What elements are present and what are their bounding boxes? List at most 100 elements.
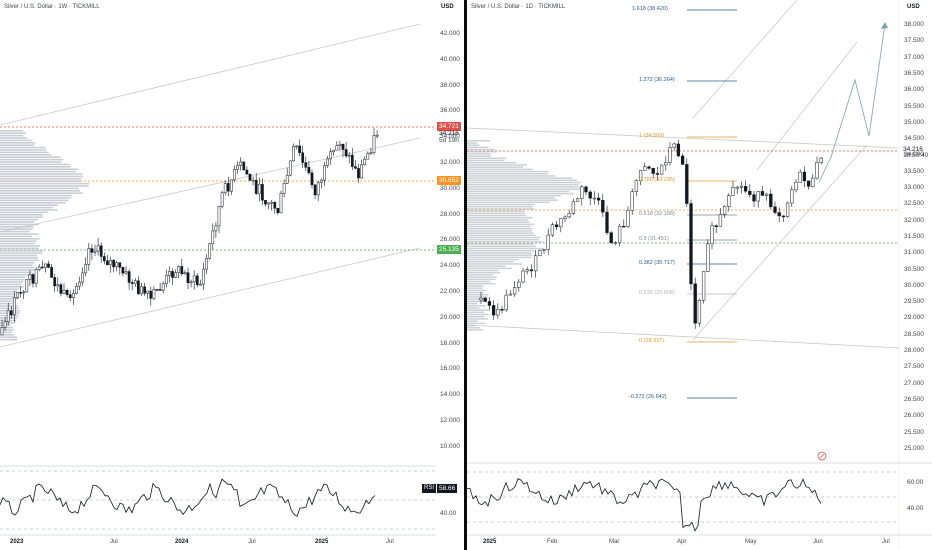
rsi-tick-60: 60.00 <box>907 479 924 486</box>
fib-level-label: 0 (28.337) <box>639 338 665 344</box>
alert-icon[interactable] <box>817 451 827 461</box>
date-tick: Feb <box>547 539 558 545</box>
volume-profile <box>467 140 581 331</box>
price-tick: 42.000 <box>440 30 460 37</box>
last-price-label: 34.216 <box>903 146 923 153</box>
price-tick: 20.000 <box>440 313 460 321</box>
fib-level-label: 1.618 (38.420) <box>632 6 668 12</box>
price-tick: 36.000 <box>440 107 460 115</box>
fib-level-label: -0.272 (26.642) <box>629 394 667 400</box>
channel-upper-2[interactable] <box>756 41 858 171</box>
price-tick: 18.000 <box>440 339 460 347</box>
resistance-price-tag: 34.721 <box>437 122 461 131</box>
date-tick: Jul <box>882 539 890 545</box>
projection-arrow-icon <box>881 22 888 29</box>
date-tick: Mar <box>609 539 620 545</box>
currency-label[interactable]: USD <box>907 4 920 10</box>
price-tick: 14.000 <box>440 391 460 399</box>
price-tick: 26.000 <box>440 236 460 244</box>
rsi-indicator-label[interactable]: RSI <box>422 484 437 493</box>
bar-countdown: 5d 19h <box>439 137 459 144</box>
lower-channel-line[interactable] <box>0 247 421 348</box>
price-tick: 25.000 <box>904 444 924 452</box>
price-tick: 29.500 <box>904 298 924 306</box>
price-tick: 28.000 <box>440 210 460 218</box>
price-tick: 34.000 <box>904 151 924 159</box>
fib-level-label: 0.618 (32.188) <box>639 211 675 217</box>
upper-trend-line[interactable] <box>467 127 900 149</box>
date-tick: Jun <box>813 539 823 545</box>
rising-support-line[interactable] <box>692 144 868 341</box>
price-tick: 27.500 <box>904 363 924 371</box>
price-tick: 34.000 <box>440 133 460 141</box>
channel-upper-1[interactable] <box>692 0 798 119</box>
price-tick: 10.000 <box>440 442 460 450</box>
fib-level-label: 0.5 (31.451) <box>639 236 669 242</box>
price-tick: 30.500 <box>904 265 924 273</box>
price-tick: 34.500 <box>904 135 924 143</box>
alert-icon-mark <box>819 453 825 459</box>
date-tick: May <box>745 539 757 545</box>
price-tick: 35.000 <box>904 118 924 126</box>
rsi-tick: 40.00 <box>440 510 457 517</box>
price-tick: 37.000 <box>904 53 924 61</box>
price-tick: 38.000 <box>904 21 924 28</box>
date-tick: 2023 <box>10 539 24 545</box>
price-tick: 30.000 <box>904 281 924 289</box>
price-tick: 12.000 <box>440 417 460 424</box>
price-tick: 33.500 <box>904 167 924 175</box>
lower-trend-line[interactable] <box>467 324 900 349</box>
weekly-chart-canvas[interactable] <box>0 0 436 550</box>
last-price-label: 34.216 <box>439 130 459 137</box>
date-tick: Jul <box>248 539 256 545</box>
price-tick: 31.500 <box>904 232 924 240</box>
price-tick: 22.000 <box>440 288 460 295</box>
support-price-tag: 25.135 <box>437 245 461 254</box>
price-tick: 24.000 <box>440 262 460 270</box>
poc-price-tag: 30.652 <box>437 176 461 185</box>
price-tick: 37.500 <box>904 37 924 45</box>
price-tick: 29.000 <box>904 314 924 322</box>
price-tick: 27.000 <box>904 379 924 387</box>
price-tick: 36.500 <box>904 69 924 77</box>
price-tick: 35.500 <box>904 102 924 110</box>
fib-level-label: 1.272 (36.264) <box>639 77 675 83</box>
left-currency-label[interactable]: USD <box>441 4 454 10</box>
rsi-line <box>0 478 376 518</box>
middle-channel-line[interactable] <box>0 137 421 233</box>
rsi-value-tag: 58.66 <box>437 484 458 493</box>
projection-path[interactable] <box>818 23 886 183</box>
price-tick: 28.000 <box>904 347 924 354</box>
upper-channel-line[interactable] <box>0 23 421 126</box>
fibonacci-extension[interactable] <box>687 9 737 399</box>
price-tick: 30.000 <box>440 184 460 192</box>
price-tick: 32.500 <box>904 200 924 208</box>
date-tick: Apr <box>677 539 687 545</box>
fib-level-label: 0.236 (29.808) <box>639 290 675 296</box>
price-tick: 26.500 <box>904 395 924 403</box>
weekly-candles <box>0 127 379 336</box>
bar-countdown: 18:50:40 <box>903 152 929 159</box>
date-tick: Jul <box>110 539 118 545</box>
daily-chart-canvas[interactable] <box>467 0 932 550</box>
daily-chart-pane[interactable]: Silver / U.S. Dollar · 1D · TICKMILL USD… <box>467 0 932 550</box>
price-tick: 32.000 <box>904 216 924 224</box>
rsi-line <box>467 478 822 532</box>
price-tick: 38.000 <box>440 81 460 89</box>
daily-candles <box>479 139 823 329</box>
fib-level-label: 1 (34.569) <box>639 133 665 139</box>
price-tick: 31.000 <box>904 249 924 257</box>
date-tick: 2025 <box>315 539 329 545</box>
volume-profile <box>0 130 90 341</box>
weekly-chart-pane[interactable]: Silver / U.S. Dollar · 1W · TICKMILL USD… <box>0 0 436 550</box>
price-tick: 36.000 <box>904 86 924 94</box>
price-tick: 25.500 <box>904 428 924 436</box>
pane-divider[interactable] <box>464 0 467 550</box>
date-tick: 2025 <box>483 539 497 545</box>
price-tick: 32.000 <box>440 159 460 166</box>
symbol-title[interactable]: Silver / U.S. Dollar · 1D · TICKMILL <box>471 4 566 10</box>
price-tick: 28.500 <box>904 330 924 338</box>
symbol-title[interactable]: Silver / U.S. Dollar · 1W · TICKMILL <box>4 4 100 10</box>
price-tick: 26.000 <box>904 412 924 420</box>
fib-level-label: 0.786 (33.235) <box>639 177 675 183</box>
